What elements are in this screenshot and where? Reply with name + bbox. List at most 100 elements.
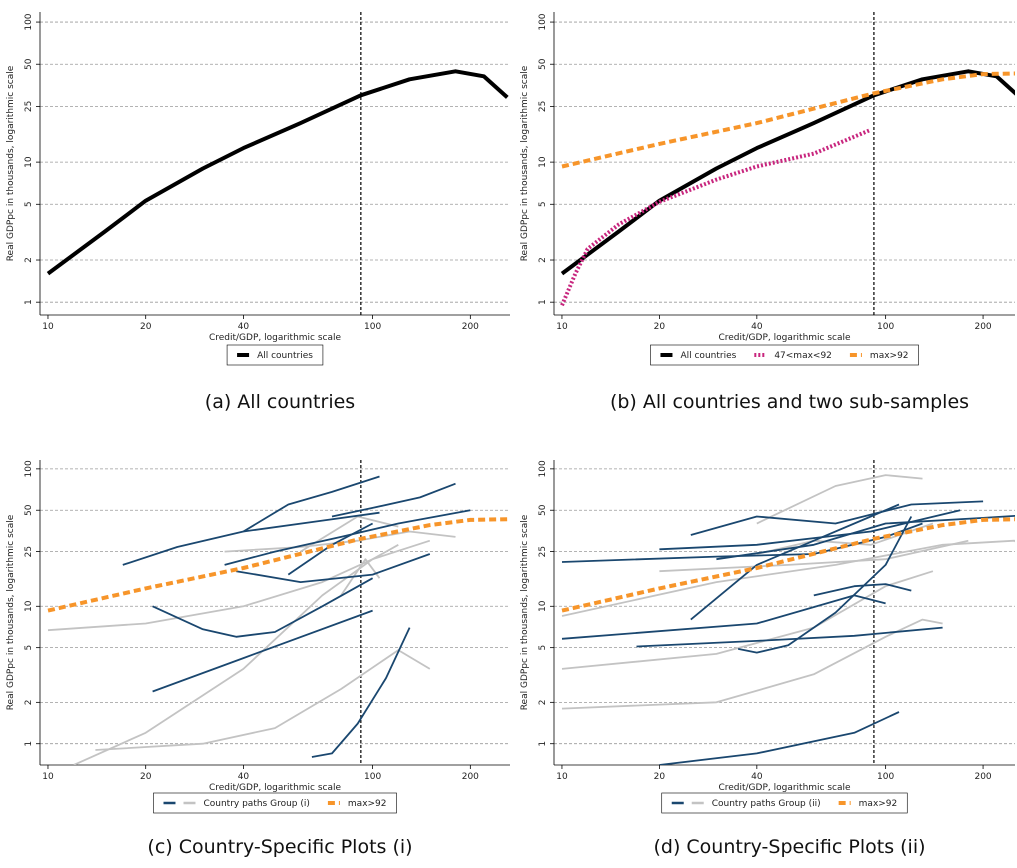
legend-label: max>92	[870, 351, 909, 361]
y-axis-title: Real GDPpc in thousands, logarithmic sca…	[6, 65, 16, 261]
x-tick-label: 100	[364, 322, 381, 332]
series-line	[561, 570, 934, 670]
series-line	[311, 627, 411, 758]
y-tick-label: 50	[24, 58, 34, 70]
series-line	[560, 127, 872, 307]
series-line	[690, 503, 900, 621]
series-line	[47, 517, 508, 613]
y-tick-label: 2	[538, 257, 548, 263]
x-tick-label: 10	[42, 772, 54, 782]
y-tick-label: 2	[24, 699, 34, 705]
y-tick-label: 2	[538, 699, 548, 705]
legend-box	[226, 344, 324, 366]
x-tick-label: 40	[238, 322, 250, 332]
caption: (d) Country-Specific Plots (ii)	[653, 836, 925, 858]
y-tick-label: 50	[538, 504, 548, 516]
series-line	[46, 69, 509, 276]
y-tick-label: 100	[24, 13, 34, 30]
legend: All countries 47<max<92 max>92	[660, 351, 909, 361]
series-line	[659, 539, 969, 573]
legend: Country paths Group (i) max>92	[163, 799, 387, 809]
series-line	[561, 517, 1015, 613]
x-tick-label: 40	[751, 772, 763, 782]
series-line	[659, 509, 961, 551]
caption: (b) All countries and two sub-samples	[610, 391, 969, 413]
y-tick-label: 100	[538, 13, 548, 30]
y-tick-label: 50	[24, 504, 34, 516]
series-line	[561, 539, 1015, 617]
legend: All countries	[237, 351, 313, 361]
x-tick-label: 40	[238, 772, 250, 782]
y-tick-label: 2	[24, 257, 34, 263]
caption: (c) Country-Specific Plots (i)	[147, 836, 412, 858]
legend-label: max>92	[348, 799, 387, 809]
x-tick-label: 200	[462, 322, 479, 332]
y-tick-label: 25	[538, 101, 548, 112]
x-tick-label: 10	[42, 322, 54, 332]
x-axis-title: Credit/GDP, logarithmic scale	[209, 333, 342, 343]
legend-label: Country paths Group (ii)	[712, 799, 821, 809]
x-tick-label: 20	[654, 322, 666, 332]
x-tick-label: 200	[974, 772, 991, 782]
y-tick-label: 10	[538, 156, 548, 168]
series-line	[690, 500, 984, 536]
legend: Country paths Group (ii) max>92	[671, 799, 898, 809]
x-axis-title: Credit/GDP, logarithmic scale	[209, 783, 342, 793]
x-tick-label: 20	[654, 772, 666, 782]
y-tick-label: 25	[24, 101, 34, 112]
series-line	[152, 609, 373, 693]
series-line	[242, 475, 380, 533]
x-tick-label: 100	[877, 322, 894, 332]
series-line	[224, 530, 456, 553]
x-tick-label: 10	[556, 322, 568, 332]
series-line	[560, 69, 1015, 276]
x-tick-label: 100	[364, 772, 381, 782]
x-tick-label: 200	[462, 772, 479, 782]
legend-box	[153, 792, 397, 814]
legend-label: All countries	[257, 351, 313, 361]
y-tick-label: 5	[538, 201, 548, 207]
series-line	[340, 558, 381, 596]
y-tick-label: 1	[538, 741, 548, 747]
y-tick-label: 1	[24, 299, 34, 305]
y-tick-label: 25	[24, 546, 34, 557]
series-line	[73, 539, 431, 765]
y-axis-title: Real GDPpc in thousands, logarithmic sca…	[520, 65, 530, 261]
series-line	[561, 594, 886, 640]
x-tick-label: 10	[556, 772, 568, 782]
legend-label: max>92	[859, 799, 898, 809]
series-line	[659, 711, 900, 765]
series-line	[47, 544, 399, 632]
y-axis-title: Real GDPpc in thousands, logarithmic sca…	[6, 514, 16, 710]
y-tick-label: 5	[24, 645, 34, 651]
y-tick-label: 100	[538, 460, 548, 477]
y-tick-label: 10	[538, 600, 548, 612]
series-line	[236, 553, 431, 583]
y-tick-label: 100	[24, 460, 34, 477]
x-tick-label: 40	[751, 322, 763, 332]
series-line	[737, 516, 913, 654]
legend-box	[650, 344, 919, 366]
x-tick-label: 20	[140, 772, 152, 782]
x-tick-label: 200	[974, 322, 991, 332]
y-tick-label: 10	[24, 600, 34, 612]
legend-label: Country paths Group (i)	[203, 799, 309, 809]
series-line	[813, 583, 912, 597]
series-line	[152, 577, 374, 638]
series-line	[331, 482, 456, 518]
x-axis-title: Credit/GDP, logarithmic scale	[718, 333, 851, 343]
series-line	[756, 474, 923, 525]
series-line	[224, 509, 471, 566]
caption: (a) All countries	[205, 391, 355, 413]
series-line	[561, 618, 943, 710]
y-tick-label: 50	[538, 58, 548, 70]
y-tick-label: 10	[24, 156, 34, 168]
legend-box	[661, 792, 908, 814]
x-tick-label: 100	[877, 772, 894, 782]
series-line	[561, 71, 1015, 169]
y-tick-label: 1	[24, 741, 34, 747]
